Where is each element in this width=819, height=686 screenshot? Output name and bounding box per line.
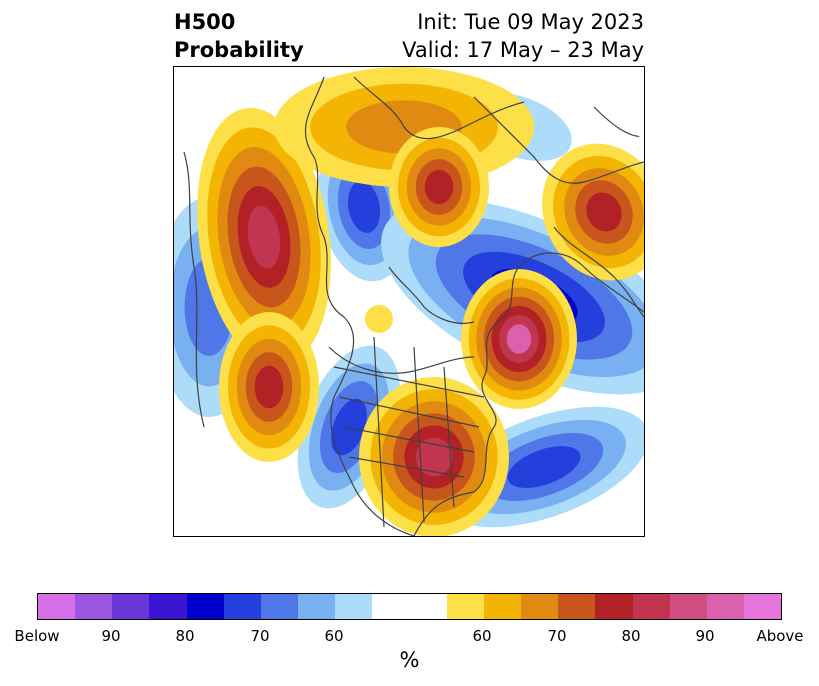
title-product: Probability	[174, 38, 304, 62]
colorbar-segment	[223, 594, 261, 619]
colorbar-segment	[669, 594, 707, 619]
map-title-left: H500 Probability	[174, 8, 304, 64]
colorbar-tick-label: 70	[547, 627, 567, 645]
colorbar-segment	[595, 594, 633, 619]
above-normal-area	[197, 107, 331, 367]
coastline-boundary	[473, 96, 644, 184]
colorbar-unit-label: %	[399, 648, 420, 672]
colorbar-tick-label: 70	[250, 627, 270, 645]
colorbar-segment	[149, 594, 187, 619]
colorbar-segment	[298, 594, 336, 619]
probability-map	[173, 66, 645, 537]
colorbar-segment	[186, 594, 224, 619]
colorbar-segment	[38, 594, 76, 619]
colorbar-tick-label: 90	[695, 627, 715, 645]
above-normal-area	[359, 377, 509, 536]
colorbar-segment	[483, 594, 522, 619]
colorbar-segment	[335, 594, 373, 619]
colorbar-segment	[75, 594, 113, 619]
colorbar-segment	[409, 594, 447, 619]
colorbar-segment	[632, 594, 670, 619]
coastline-boundary	[593, 106, 644, 138]
colorbar-tick-label: 90	[101, 627, 121, 645]
coastline-boundary	[183, 151, 205, 428]
colorbar-tick-label: Above	[756, 627, 804, 645]
title-init-date: Init: Tue 09 May 2023	[417, 10, 644, 34]
title-valid-range: Valid: 17 May – 23 May	[402, 38, 644, 62]
above-normal-area	[389, 127, 489, 247]
map-title-right: Init: Tue 09 May 2023 Valid: 17 May – 23…	[402, 8, 644, 64]
colorbar-tick-label: 60	[324, 627, 344, 645]
colorbar-segment	[372, 594, 410, 619]
above-normal-area	[219, 312, 319, 462]
coastline-boundary	[523, 252, 644, 313]
colorbar-segment	[112, 594, 150, 619]
coastline-boundary	[413, 261, 525, 536]
colorbar-segment	[706, 594, 744, 619]
colorbar-tick-label: 60	[472, 627, 492, 645]
colorbar-segment	[260, 594, 299, 619]
colorbar-ticks: Below 90 80 70 60 60 70 80 90 Above	[0, 627, 819, 647]
coastline-boundary	[553, 226, 644, 318]
above-normal-area	[542, 143, 644, 281]
coastline-boundary	[353, 76, 525, 140]
colorbar-tick-label: 80	[175, 627, 195, 645]
above-normal-area	[461, 269, 577, 409]
coastline-boundary	[333, 366, 485, 478]
colorbar-segment	[558, 594, 596, 619]
title-variable: H500	[174, 10, 236, 34]
probability-colorbar	[37, 593, 782, 620]
colorbar-segment	[446, 594, 484, 619]
colorbar-segment	[743, 594, 782, 619]
probability-map-svg	[174, 67, 644, 536]
colorbar-segment	[521, 594, 559, 619]
colorbar-tick-label: Below	[14, 627, 60, 645]
coastline-boundary	[328, 346, 475, 374]
coastline-boundary	[304, 76, 415, 536]
colorbar-tick-label: 80	[621, 627, 641, 645]
coastline-boundary	[373, 336, 455, 528]
above-normal-area	[365, 305, 393, 333]
coastline-boundary	[388, 266, 475, 324]
